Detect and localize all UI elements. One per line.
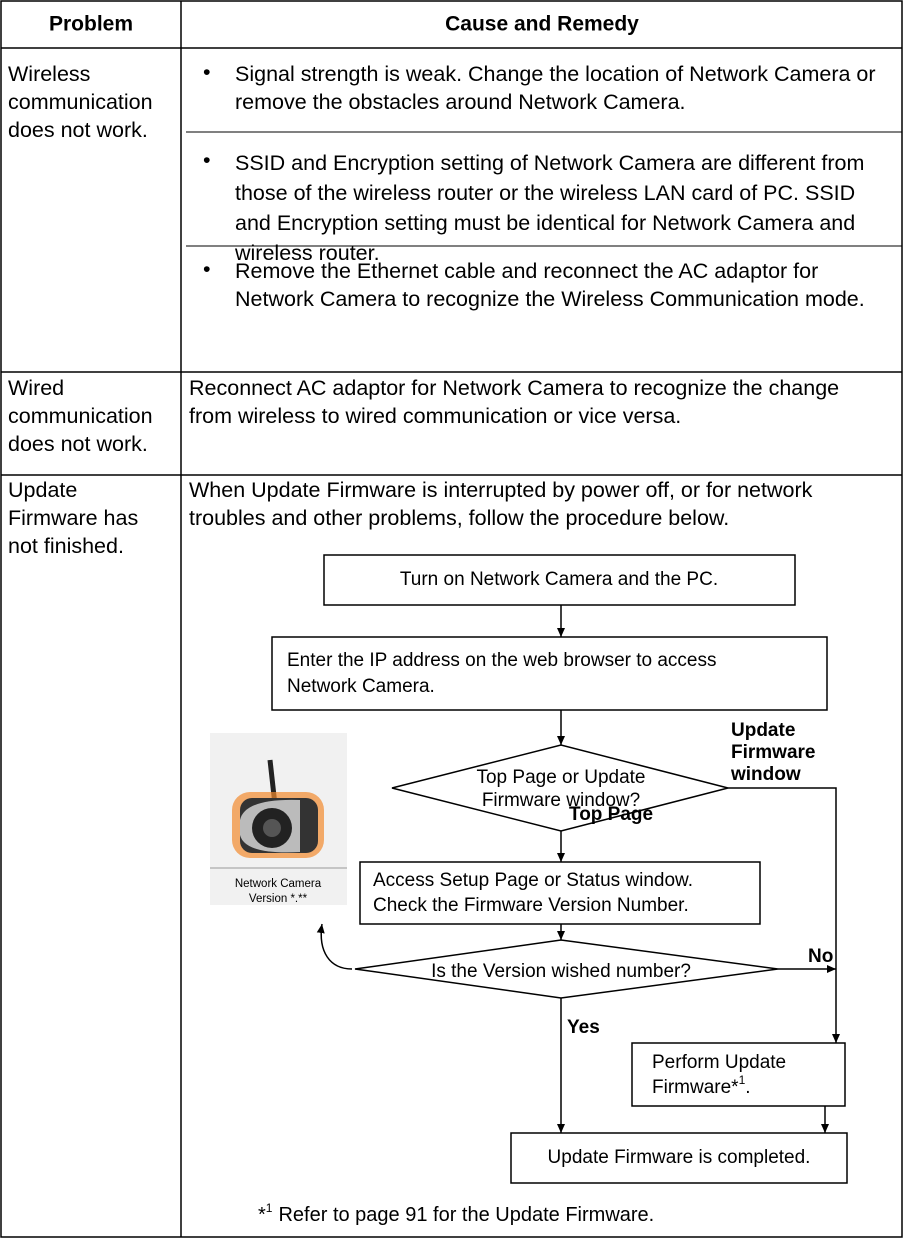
superscript: 1: [739, 1073, 746, 1087]
bullet: •: [203, 60, 211, 84]
text: .: [745, 1077, 750, 1098]
flow-access: Network Camera.: [287, 676, 435, 697]
problem-cell: Update Firmware has not finished.: [8, 476, 138, 560]
flow-access: Enter the IP address on the web browser …: [287, 650, 717, 671]
bullet: •: [203, 148, 211, 172]
branch-label: Firmware: [731, 742, 815, 763]
branch-label: No: [808, 946, 833, 967]
text: Wired: [8, 376, 65, 400]
flow-start: Turn on Network Camera and the PC.: [400, 569, 718, 590]
flow-done: Update Firmware is completed.: [548, 1147, 811, 1168]
remedy: Signal strength is weak. Change the loca…: [235, 62, 876, 114]
remedy: When Update Firmware is interrupted by p…: [189, 478, 813, 530]
remedy: Remove the Ethernet cable and reconnect …: [235, 259, 865, 311]
footnote-mark: *: [258, 1204, 266, 1226]
flow-perform: Firmware*1.: [652, 1073, 751, 1098]
branch-label: Top Page: [569, 804, 653, 825]
text: communication: [8, 90, 153, 114]
footnote-text: Refer to page 91 for the Update Firmware…: [278, 1204, 654, 1226]
camera-image: [210, 733, 347, 905]
flow-check: Check the Firmware Version Number.: [373, 895, 689, 916]
header-problem: Problem: [49, 13, 133, 36]
text: Wireless: [8, 62, 91, 86]
remedy: Reconnect AC adaptor for Network Camera …: [189, 376, 840, 428]
text: Firmware*: [652, 1077, 739, 1098]
text: Firmware has: [8, 506, 139, 530]
camera-caption: Network Camera: [235, 878, 322, 890]
bullet: •: [203, 257, 211, 281]
text: not finished.: [8, 534, 124, 558]
text: does not work.: [8, 118, 148, 142]
flow-decision: Is the Version wished number?: [431, 961, 691, 982]
problem-cell: Wireless communication does not work.: [8, 60, 153, 144]
text: communication: [8, 404, 153, 428]
problem-cell: Wired communication does not work.: [8, 374, 153, 458]
camera-caption: Version *.**: [249, 893, 308, 905]
branch-label: Yes: [567, 1017, 600, 1038]
text: Update: [8, 478, 78, 502]
header-cause: Cause and Remedy: [445, 13, 639, 36]
remedy: SSID and Encryption setting of Network C…: [235, 151, 865, 265]
flow-decision: Top Page or Update: [476, 767, 645, 788]
text: does not work.: [8, 432, 148, 456]
branch-label: Update: [731, 720, 795, 741]
flow-perform: Perform Update: [652, 1052, 786, 1073]
flow-check: Access Setup Page or Status window.: [373, 870, 693, 891]
flow-decision: Firmware window?: [482, 790, 640, 811]
footnote: *1 Refer to page 91 for the Update Firmwa…: [258, 1201, 654, 1226]
superscript: 1: [266, 1201, 273, 1215]
branch-label: window: [730, 764, 801, 785]
